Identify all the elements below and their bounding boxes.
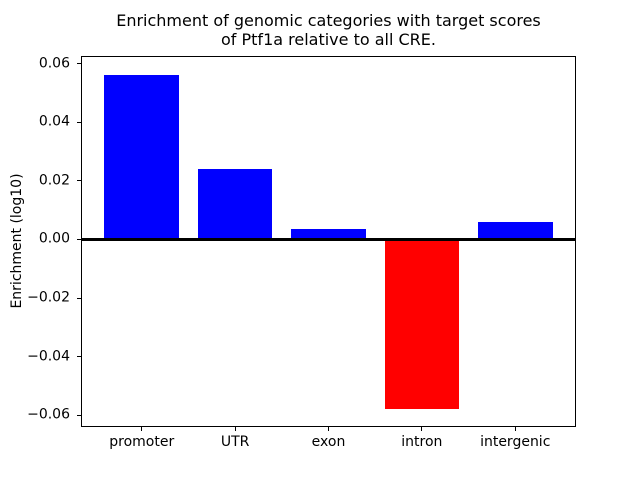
bar-intergenic [477,221,553,240]
y-tick-label: −0.04 [27,348,70,365]
plot-area: 0.06 0.04 0.02 0.00 −0.02 −0.04 −0.06 promoter U… [27,55,576,450]
chart-title: Enrichment of genomic categories with ta… [116,11,541,49]
y-tick-label: −0.06 [27,406,70,423]
y-tick-label: 0.00 [38,231,70,248]
y-tick-mark [77,414,82,416]
y-tick-label: 0.02 [38,172,70,189]
x-tick-mark [234,426,236,431]
x-tick-label-intron: intron [401,434,443,450]
y-tick-mark [77,356,82,358]
x-tick-label-intergenic: intergenic [480,434,551,450]
y-axis-label: Enrichment (log10) [9,173,25,309]
y-tick-label: 0.04 [38,113,70,130]
bar-intron [384,239,460,410]
y-tick-mark [77,297,82,299]
y-tick-mark [77,180,82,182]
x-tick-label-exon: exon [311,434,346,450]
x-tick-mark [141,426,143,431]
y-tick-mark [77,238,82,240]
zero-axis-line [82,237,575,241]
y-tick-label: 0.06 [38,55,70,72]
y-tick-mark [77,121,82,123]
x-tick-mark [421,426,423,431]
bar-promoter [104,75,180,240]
x-tick-label-UTR: UTR [220,434,250,450]
x-tick-mark [328,426,329,431]
y-tick-label: −0.02 [27,289,70,306]
bar-UTR [197,169,273,240]
x-tick-mark [514,426,516,431]
bar-exon [291,228,366,240]
y-tick-mark [77,63,82,65]
x-tick-label-promoter: promoter [109,434,175,450]
